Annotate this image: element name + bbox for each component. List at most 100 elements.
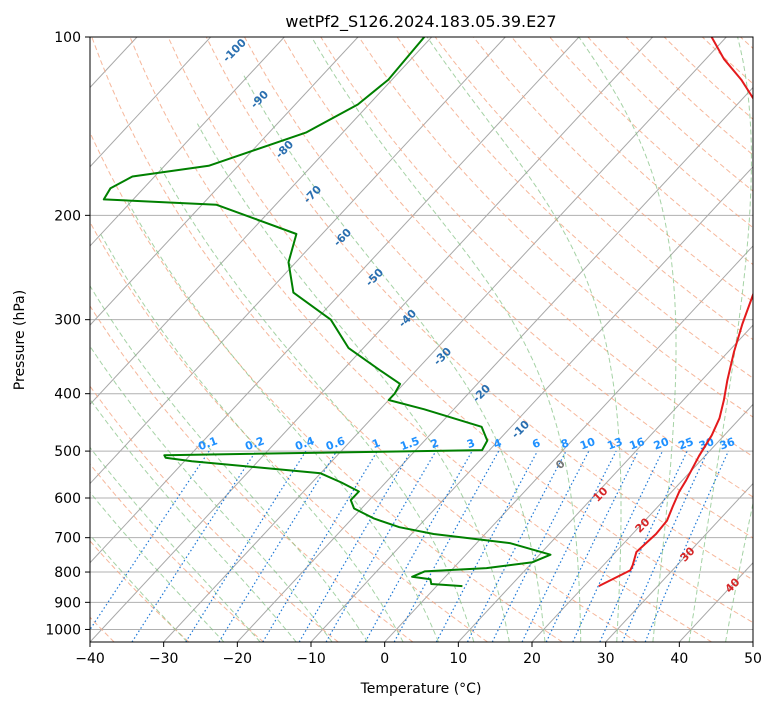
isotherm-line: [605, 482, 753, 642]
dry-adiabat-line: [358, 37, 753, 418]
isotherm-line: [90, 37, 506, 485]
isotherm-line: [0, 37, 63, 642]
x-tick-label: 0: [380, 651, 389, 667]
x-tick-label: −30: [149, 651, 179, 667]
mixing-ratio-label: 25: [677, 435, 696, 452]
isotherm-line: [384, 245, 753, 642]
mixing-ratio-line: [185, 450, 307, 642]
moist-adiabat-line: [196, 123, 510, 642]
moist-adiabat-line: [100, 233, 404, 642]
mixing-ratio-line: [621, 450, 709, 642]
mixing-ratio-label: 1.5: [399, 434, 422, 453]
plot-background: [90, 37, 753, 642]
dry-adiabat-line: [473, 37, 753, 303]
mixing-ratio-label: 20: [652, 435, 671, 453]
isotherm-line: [163, 37, 727, 642]
mixing-ratio-line: [131, 450, 257, 642]
isotherm-line: [531, 403, 753, 642]
y-tick-label: 400: [54, 387, 81, 403]
mixing-ratio-line: [364, 450, 473, 642]
dry-adiabat-line: [282, 37, 753, 498]
y-tick-label: 600: [54, 491, 81, 507]
mixing-ratio-label: 0.6: [324, 434, 347, 453]
x-axis: −40 −30 −20 −10 0 10 20 30 40 50: [75, 642, 762, 667]
x-tick-label: −20: [223, 651, 253, 667]
mixing-ratio-line: [491, 450, 590, 642]
mixing-ratio-line: [393, 450, 500, 642]
y-tick-label: 100: [54, 30, 81, 46]
moist-adiabat-line: [90, 491, 225, 642]
y-tick-label: 1000: [45, 622, 81, 638]
mixing-ratio-label: 6: [531, 436, 543, 451]
x-tick-label: 30: [597, 651, 615, 667]
x-tick-label: 20: [523, 651, 541, 667]
y-tick-label: 500: [54, 444, 81, 460]
moist-adiabat-line: [242, 72, 546, 642]
mixing-ratio-label: 0.1: [196, 434, 219, 453]
profile-traces: [102, 37, 753, 588]
mixing-ratio-line: [90, 450, 210, 631]
moist-adiabat-line: [90, 398, 297, 642]
y-tick-label: 200: [54, 208, 81, 224]
dry-adiabat-line: [90, 540, 190, 642]
moist-adiabat-line: [90, 534, 188, 642]
moist-adiabat-line: [127, 201, 439, 642]
isotherm-line: [752, 641, 753, 642]
dry-adiabat-line: [90, 221, 488, 642]
y-axis-label: Pressure (hPa): [12, 290, 28, 390]
dry-adiabat-line: [91, 37, 638, 642]
mixing-ratio-label: 13: [606, 435, 625, 452]
temperature-trace: [598, 37, 753, 587]
moist-adiabat-line: [159, 165, 475, 642]
dry-adiabat-line: [90, 131, 563, 642]
mixing-ratio-label: 4: [492, 436, 504, 451]
mixing-ratio-label: 10: [578, 435, 597, 453]
isotherm-line: [90, 37, 359, 326]
chart-title: wetPf2_S126.2024.183.05.39.E27: [285, 12, 556, 32]
moist-adiabat-line: [90, 284, 369, 642]
mixing-ratio-label: 16: [628, 435, 647, 453]
dry-adiabat-line: [244, 37, 753, 539]
mixing-ratio-line: [218, 450, 338, 642]
x-tick-label: −10: [296, 651, 326, 667]
moist-adiabat-line: [90, 446, 261, 642]
dry-adiabat-line: [167, 37, 753, 624]
moist-adiabat-line: [426, 37, 622, 642]
moist-adiabat-line: [725, 501, 753, 642]
isotherm-line: [90, 37, 212, 168]
background-lines: [0, 37, 753, 642]
dry-adiabat-line: [434, 37, 753, 341]
moist-adiabat-line: [688, 37, 752, 642]
mixing-ratio-label: 0.4: [293, 434, 316, 453]
moist-adiabat-line: [90, 345, 333, 642]
y-tick-label: 800: [54, 565, 81, 581]
mixing-ratio-label: 36: [718, 435, 737, 453]
mixing-ratio-line: [644, 450, 729, 642]
mixing-ratio-label: 0.2: [243, 434, 266, 453]
y-tick-label: 900: [54, 595, 81, 611]
mixing-ratio-label: 2: [429, 436, 441, 451]
mixing-ratio-label: 1: [370, 436, 382, 451]
dry-adiabat-line: [90, 305, 414, 642]
plot-frame: [89, 36, 754, 643]
x-tick-label: 40: [670, 651, 688, 667]
x-tick-label: −40: [75, 651, 105, 667]
mixing-ratio-label: 8: [559, 436, 571, 451]
isotherm-line: [90, 37, 433, 406]
mixing-ratio-line: [435, 450, 539, 642]
dry-adiabat-line: [90, 463, 264, 642]
dry-adiabat-line: [129, 37, 712, 642]
isotherm-line: [90, 37, 654, 642]
isotherm-line: [457, 324, 753, 642]
isotherm-line: [90, 37, 580, 564]
x-axis-label: Temperature (°C): [360, 681, 482, 697]
x-tick-label: 50: [744, 651, 762, 667]
x-tick-label: 10: [449, 651, 467, 667]
isotherm-line: [90, 37, 285, 247]
moist-adiabat-line: [578, 37, 677, 642]
y-axis: 100 200 300 400 500 600 700 800 900 1000: [45, 30, 90, 638]
dewpoint-trace: [102, 37, 552, 588]
mixing-ratio-label: 3: [465, 436, 477, 451]
y-tick-label: 300: [54, 313, 81, 329]
